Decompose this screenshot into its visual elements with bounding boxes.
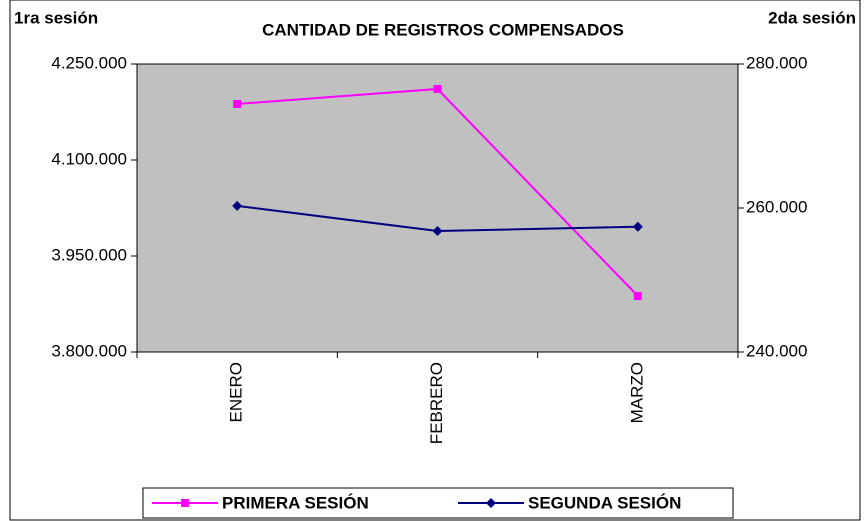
- legend-marker: [181, 499, 189, 507]
- y2-axis-label: 2da sesión: [768, 8, 856, 27]
- marker: [432, 226, 443, 237]
- y-axis-label: 1ra sesión: [14, 8, 98, 27]
- x-tick-label: MARZO: [627, 362, 646, 423]
- y-tick-label: 4.250.000: [51, 53, 127, 72]
- marker: [232, 200, 243, 211]
- marker: [632, 221, 643, 232]
- x-tick-label: ENERO: [227, 362, 246, 422]
- x-tick-label: FEBRERO: [427, 362, 446, 444]
- legend-label: PRIMERA SESIÓN: [222, 493, 369, 512]
- marker: [233, 100, 242, 108]
- legend-marker: [486, 498, 496, 508]
- marker: [633, 292, 642, 300]
- y2-tick-label: 240.000: [746, 341, 807, 360]
- y2-tick-label: 260.000: [746, 197, 807, 216]
- y-tick-label: 3.800.000: [51, 341, 127, 360]
- y-tick-label: 3.950.000: [51, 245, 127, 264]
- legend-label: SEGUNDA SESIÓN: [528, 493, 681, 512]
- marker: [433, 84, 442, 93]
- y2-tick-label: 280.000: [746, 53, 807, 72]
- plot-area: [136, 63, 739, 353]
- y-tick-label: 4.100.000: [51, 149, 127, 168]
- legend-box: [142, 487, 734, 519]
- chart-title: CANTIDAD DE REGISTROS COMPENSADOS: [262, 20, 624, 39]
